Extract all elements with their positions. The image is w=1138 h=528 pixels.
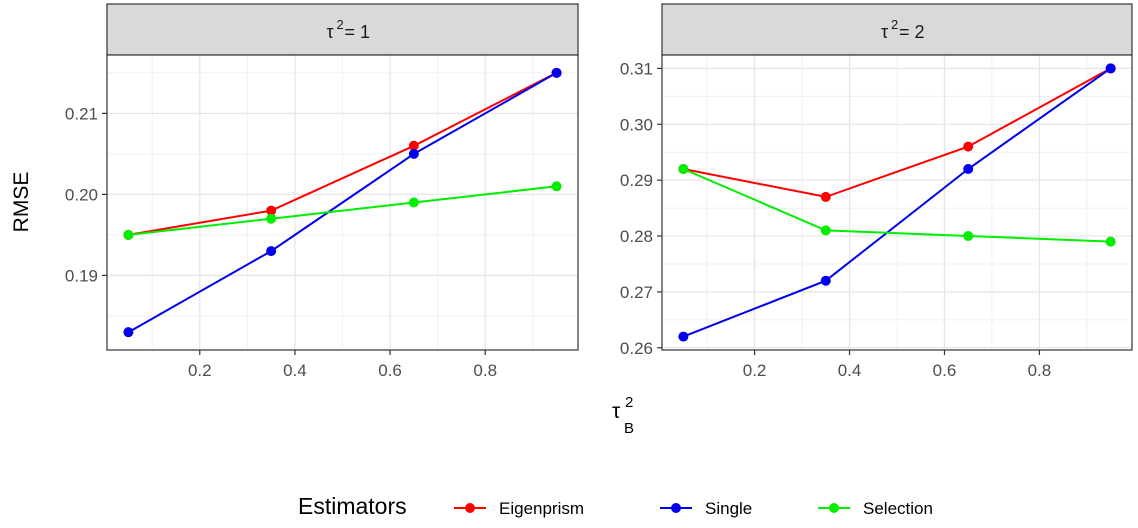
point-eigenprism: [408, 140, 419, 151]
point-selection: [963, 231, 974, 242]
point-eigenprism: [820, 191, 831, 202]
series-line-eigenprism: [128, 71, 558, 236]
legend-key-point: [465, 503, 475, 513]
series-line-single: [683, 67, 1112, 338]
series-line-selection: [683, 168, 1111, 243]
point-single: [1105, 63, 1116, 74]
legend-label: Selection: [863, 499, 933, 518]
point-single: [551, 67, 562, 78]
x-axis-title: τ: [612, 400, 621, 423]
strip-label-value: = 1: [345, 22, 371, 42]
legend-item-selection: Selection: [818, 499, 933, 518]
point-single: [266, 246, 277, 257]
y-axis-title: RMSE: [10, 172, 33, 233]
x-tick-label: 0.8: [473, 361, 497, 380]
point-selection: [266, 213, 277, 224]
strip-background: [106, 3, 579, 56]
series-line-selection: [128, 185, 557, 236]
x-axis-title-base: τ: [612, 400, 621, 423]
strip-background: [661, 3, 1133, 56]
legend-label: Single: [705, 499, 752, 518]
point-single: [678, 331, 689, 342]
strip-label-value: = 2: [899, 22, 925, 42]
series-line-eigenprism: [683, 67, 1112, 198]
y-tick-label: 0.27: [620, 283, 653, 302]
panel-border: [106, 54, 579, 351]
point-selection: [408, 197, 419, 208]
point-selection: [1105, 236, 1116, 247]
x-tick-label: 0.6: [933, 361, 957, 380]
legend: Estimators Eigenprism Single Selection: [298, 493, 933, 519]
point-selection: [678, 163, 689, 174]
x-tick-label: 0.2: [743, 361, 767, 380]
strip-label-superscript: 2: [337, 17, 344, 32]
point-selection: [820, 225, 831, 236]
legend-item-eigenprism: Eigenprism: [454, 499, 584, 518]
strip-label-base: τ: [327, 22, 334, 42]
y-tick-label: 0.21: [65, 104, 98, 123]
point-single: [820, 275, 831, 286]
y-tick-label: 0.19: [65, 266, 98, 285]
x-tick-label: 0.6: [378, 361, 402, 380]
legend-title: Estimators: [298, 493, 407, 519]
y-tick-label: 0.30: [620, 115, 653, 134]
x-axis-title-superscript: 2: [625, 394, 633, 411]
x-tick-label: 0.8: [1028, 361, 1052, 380]
point-selection: [551, 181, 562, 192]
legend-key-point: [829, 503, 839, 513]
legend-label: Eigenprism: [499, 499, 584, 518]
x-axis-title-subscript: B: [624, 420, 634, 437]
point-single: [408, 148, 419, 159]
y-tick-label: 0.28: [620, 227, 653, 246]
point-selection: [123, 229, 134, 240]
point-single: [123, 327, 134, 338]
point-eigenprism: [266, 205, 277, 216]
legend-key-point: [671, 503, 681, 513]
y-tick-label: 0.29: [620, 171, 653, 190]
legend-item-single: Single: [660, 499, 752, 518]
y-tick-label: 0.31: [620, 59, 653, 78]
y-tick-label: 0.20: [65, 185, 98, 204]
x-tick-label: 0.4: [838, 361, 862, 380]
panel-border: [661, 54, 1133, 351]
x-tick-label: 0.2: [188, 361, 212, 380]
x-tick-label: 0.4: [283, 361, 307, 380]
y-tick-label: 0.26: [620, 339, 653, 358]
strip-label-superscript: 2: [891, 17, 898, 32]
series-line-single: [127, 71, 558, 334]
strip-label-base: τ: [881, 22, 888, 42]
point-eigenprism: [963, 141, 974, 152]
point-single: [963, 163, 974, 174]
